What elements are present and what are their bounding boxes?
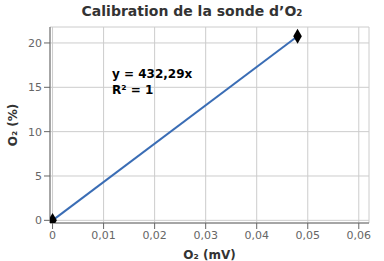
svg-text:0,02: 0,02 <box>142 229 167 242</box>
svg-text:0: 0 <box>49 229 56 242</box>
svg-text:0,05: 0,05 <box>296 229 321 242</box>
svg-text:5: 5 <box>35 170 42 183</box>
svg-text:0,06: 0,06 <box>347 229 372 242</box>
html-text:y = 432,29x: y = 432,29x <box>112 67 193 81</box>
svg-text:15: 15 <box>28 81 42 94</box>
svg-text:O₂ (mV): O₂ (mV) <box>183 248 235 261</box>
html-text:Calibration de la sonde d’O₂: Calibration de la sonde d’O₂ <box>81 3 303 19</box>
svg-text:10: 10 <box>28 126 42 139</box>
svg-text:O₂ (%): O₂ (%) <box>6 104 20 147</box>
svg-text:20: 20 <box>28 37 42 50</box>
svg-text:0,04: 0,04 <box>244 229 269 242</box>
html-text:R² = 1: R² = 1 <box>112 83 154 97</box>
svg-text:0,03: 0,03 <box>193 229 218 242</box>
svg-text:0,01: 0,01 <box>91 229 116 242</box>
svg-text:0: 0 <box>35 214 42 227</box>
